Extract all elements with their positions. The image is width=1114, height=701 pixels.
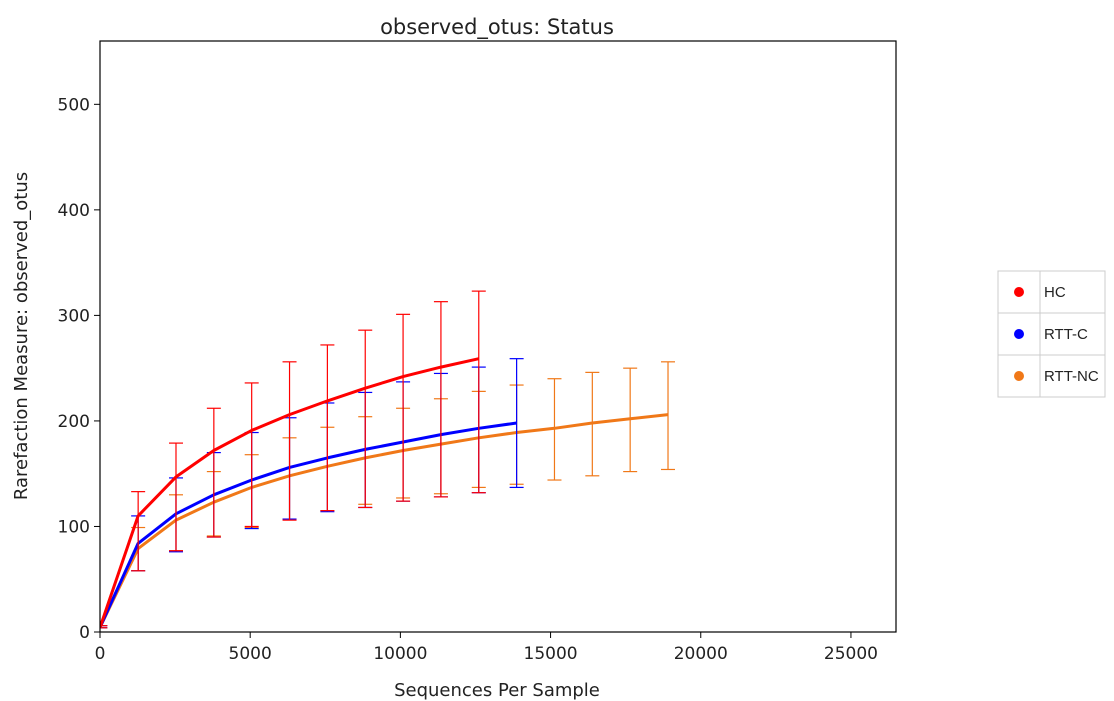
- chart-title: observed_otus: Status: [380, 15, 614, 40]
- y-tick-label: 100: [58, 517, 90, 537]
- x-tick-label: 5000: [229, 644, 272, 664]
- series-line-rtt-nc: [100, 413, 669, 628]
- x-tick-label: 0: [95, 644, 106, 664]
- legend-label: RTT-C: [1044, 326, 1088, 343]
- y-tick-label: 400: [58, 201, 90, 221]
- y-tick-label: 300: [58, 306, 90, 326]
- legend-marker-rtt-nc: [1014, 371, 1024, 381]
- x-tick-label: 25000: [824, 644, 878, 664]
- x-axis: 0 5000 10000 15000 20000 25000: [95, 632, 878, 664]
- series-hc-group: [100, 290, 486, 629]
- legend: HC RTT-C RTT-NC: [997, 270, 1106, 398]
- y-axis-label: Rarefaction Measure: observed_otus: [11, 172, 32, 500]
- y-tick-label: 200: [58, 412, 90, 432]
- series-line-hc: [100, 357, 480, 628]
- legend-label-cell: [1039, 354, 1106, 398]
- plot-area: [100, 290, 676, 629]
- series-rtt-c-group: [100, 358, 524, 629]
- plot-frame: [99, 40, 897, 633]
- y-axis: 0 100 200 300 400 500: [58, 95, 100, 643]
- legend-marker-rtt-c: [1014, 329, 1024, 339]
- series-line-rtt-c: [100, 421, 517, 628]
- x-tick-label: 15000: [524, 644, 578, 664]
- x-axis-label: Sequences Per Sample: [394, 680, 600, 701]
- x-tick-label: 10000: [373, 644, 427, 664]
- y-tick-label: 0: [79, 623, 90, 643]
- y-tick-label: 500: [58, 95, 90, 115]
- legend-marker-hc: [1014, 287, 1024, 297]
- legend-label: HC: [1044, 284, 1066, 301]
- legend-label: RTT-NC: [1044, 368, 1099, 385]
- x-tick-label: 20000: [674, 644, 728, 664]
- series-rtt-nc-group: [100, 361, 676, 629]
